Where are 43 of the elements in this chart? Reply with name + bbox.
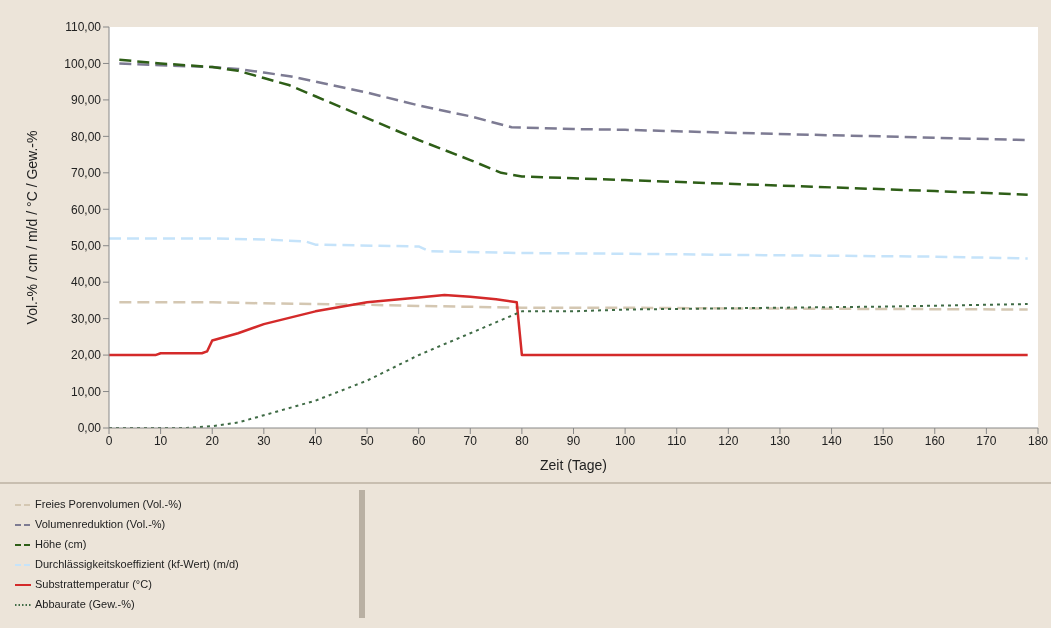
legend-label: Durchlässigkeitskoeffizient (kf-Wert) (m/d) bbox=[35, 558, 239, 570]
legend-label: Höhe (cm) bbox=[35, 538, 87, 550]
x-tick-label: 180 bbox=[1027, 433, 1049, 448]
x-axis-title: Zeit (Tage) bbox=[540, 457, 607, 473]
y-axis-title: Vol.-% / cm / m/d / °C / Gew.-% bbox=[23, 130, 40, 325]
legend-label: Substrattemperatur (°C) bbox=[35, 578, 152, 590]
x-tick-label: 80 bbox=[515, 433, 529, 448]
x-tick-label: 20 bbox=[205, 433, 220, 448]
y-tick-label: 0,00 bbox=[77, 421, 102, 436]
y-tick-label: 90,00 bbox=[70, 93, 102, 108]
line-series bbox=[109, 293, 1029, 357]
line-series bbox=[118, 58, 1029, 196]
x-tick-label: 10 bbox=[153, 433, 168, 448]
x-tick-label: 140 bbox=[821, 433, 842, 448]
y-tick-label: 110,00 bbox=[65, 20, 102, 35]
x-tick-label: 50 bbox=[360, 433, 375, 448]
legend-label: Abbaurate (Gew.-%) bbox=[35, 598, 135, 610]
x-tick-label: 40 bbox=[308, 433, 323, 448]
y-tick-label: 70,00 bbox=[70, 166, 102, 181]
line-series bbox=[118, 300, 1029, 311]
y-tick-label: 60,00 bbox=[70, 202, 102, 217]
x-tick-label: 30 bbox=[257, 433, 271, 448]
x-tick-label: 100 bbox=[615, 433, 636, 448]
y-tick-label: 20,00 bbox=[70, 348, 102, 363]
y-tick-label: 10,00 bbox=[70, 384, 102, 399]
y-tick-label: 100,00 bbox=[64, 56, 102, 71]
legend-label: Freies Porenvolumen (Vol.-%) bbox=[35, 498, 182, 510]
y-tick-label: 40,00 bbox=[70, 275, 102, 290]
legend-label: Volumenreduktion (Vol.-%) bbox=[35, 518, 166, 530]
x-tick-label: 170 bbox=[976, 433, 997, 448]
x-tick-label: 150 bbox=[873, 433, 894, 448]
line-series bbox=[109, 237, 1029, 260]
y-tick-label: 50,00 bbox=[70, 238, 102, 253]
x-tick-label: 90 bbox=[566, 433, 581, 448]
x-tick-label: 160 bbox=[924, 433, 946, 448]
x-tick-label: 120 bbox=[718, 433, 739, 448]
y-tick-label: 80,00 bbox=[70, 129, 102, 144]
x-tick-label: 0 bbox=[105, 433, 113, 448]
x-tick-label: 110 bbox=[667, 433, 687, 448]
x-tick-label: 70 bbox=[463, 433, 478, 448]
x-tick-label: 60 bbox=[411, 433, 426, 448]
x-tick-label: 130 bbox=[769, 433, 791, 448]
y-tick-label: 30,00 bbox=[70, 311, 102, 326]
